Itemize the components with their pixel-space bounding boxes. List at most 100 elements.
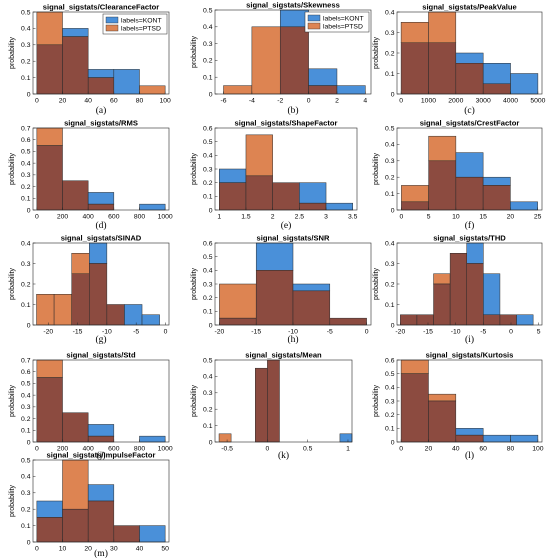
bar-kont <box>139 525 166 543</box>
legend-swatch-kont <box>105 16 119 24</box>
panel-title: signal_sigstats/Kurtosis <box>426 351 514 360</box>
bar-ptsd <box>401 185 429 203</box>
panel-8: 0 0.1 0.2 0.3 0.4 0.5 0.6 -20 -15 -10 -5 0 signal_si… <box>191 234 372 345</box>
x-tick-label: 2000 <box>448 98 463 105</box>
y-tick-label: 0 <box>391 91 395 98</box>
y-axis-label: probability <box>9 485 16 517</box>
y-tick-label: 0.3 <box>21 42 31 49</box>
x-tick-label: 50 <box>161 546 169 553</box>
x-tick-label: 0 <box>35 546 39 553</box>
x-tick-label: 3 <box>324 214 328 221</box>
axes-box <box>32 459 170 543</box>
y-tick-label: 0.5 <box>21 149 31 156</box>
y-tick-label: 0.1 <box>21 75 31 82</box>
bar-overlap <box>466 263 484 326</box>
bar-overlap <box>36 377 63 443</box>
bar-kont <box>292 283 331 292</box>
x-tick-label: -5 <box>480 329 486 336</box>
x-tick-label: 0 <box>35 446 39 453</box>
bar-kont <box>87 484 115 502</box>
bar-overlap <box>255 367 268 443</box>
bar-kont <box>89 242 108 264</box>
panel-caption: (d) <box>95 220 106 231</box>
x-tick-label: -10 <box>451 329 461 336</box>
y-tick-label: 0.5 <box>203 7 213 14</box>
x-tick-label: 600 <box>108 446 120 453</box>
x-tick-label: 1.5 <box>241 214 251 221</box>
x-tick-label: 1000 <box>158 446 173 453</box>
bar-ptsd <box>71 253 90 274</box>
x-tick-label: 0 <box>307 98 311 105</box>
x-tick-label: 15 <box>479 214 487 221</box>
y-tick-label: 0.5 <box>21 9 31 16</box>
axes-box <box>32 127 170 211</box>
x-tick-label: 400 <box>82 214 94 221</box>
x-tick-label: 400 <box>82 446 94 453</box>
x-tick-label: 5 <box>537 329 541 336</box>
panel-caption: (e) <box>281 220 292 231</box>
bar-kont <box>87 69 115 78</box>
bar-ptsd <box>36 127 63 146</box>
y-tick-label: 0.3 <box>385 30 395 37</box>
bar-kont <box>124 304 143 326</box>
y-tick-label: 0.3 <box>385 158 395 165</box>
bar-overlap <box>62 412 89 443</box>
bar-overlap <box>106 304 125 326</box>
y-tick-label: 0.2 <box>203 180 213 187</box>
y-tick-label: 0.1 <box>21 196 31 203</box>
panel-caption: (a) <box>96 105 107 116</box>
bar-overlap <box>255 270 294 326</box>
y-tick-label: 0 <box>391 439 395 446</box>
bar-overlap <box>267 359 280 443</box>
bar-overlap <box>400 42 429 95</box>
bar-overlap <box>62 180 89 211</box>
x-tick-label: -5 <box>327 329 333 336</box>
bar-kont <box>139 435 166 443</box>
bar-kont <box>510 201 538 211</box>
legend-swatch-kont <box>307 14 321 22</box>
y-tick-label: 0.4 <box>385 240 395 247</box>
x-tick-label: 10 <box>452 214 460 221</box>
panel-11: 0 0.1 0.2 0.3 0.4 0.5 -0.5 0 0.5 1 signal_sigstats… <box>191 351 353 461</box>
x-tick-label: 0 <box>164 329 168 336</box>
x-tick-label: -20 <box>43 329 53 336</box>
x-tick-label: 25 <box>534 214 542 221</box>
y-tick-label: 0.6 <box>21 369 31 376</box>
panel-10: 00.10.20.30.40.50.60.70 200 400 600 800 1000s… <box>9 351 173 462</box>
bar-kont <box>87 192 115 205</box>
panel-9: 0 0.1 0.2 0.3 0.4 -20 -15 -10 -5 0 5 signal_sigstat… <box>373 234 543 345</box>
y-tick-label: 0.1 <box>385 426 395 433</box>
bar-kont <box>339 433 353 443</box>
panel-title: signal_sigstats/ShapeFactor <box>235 119 338 128</box>
y-tick-label: 0.6 <box>203 125 213 132</box>
panel-title: signal_sigstats/ClearanceFactor <box>43 3 160 12</box>
bar-overlap <box>87 500 115 543</box>
x-tick-label: 0 <box>35 98 39 105</box>
y-tick-label: 0.2 <box>385 412 395 419</box>
x-tick-label: 20 <box>84 546 92 553</box>
x-tick-label: -10 <box>102 329 112 336</box>
bar-kont <box>325 202 353 211</box>
x-tick-label: -15 <box>251 329 261 336</box>
bar-overlap <box>292 290 331 326</box>
x-tick-label: 0 <box>399 98 403 105</box>
y-tick-label: 0.1 <box>21 428 31 435</box>
axes-box <box>214 359 353 443</box>
bar-overlap <box>308 85 338 95</box>
y-tick-label: 0.4 <box>21 474 31 481</box>
bar-overlap <box>483 314 501 326</box>
bar-overlap <box>36 145 63 211</box>
y-tick-label: 0.4 <box>21 26 31 33</box>
y-tick-label: 0.4 <box>21 392 31 399</box>
bar-ptsd <box>428 393 457 402</box>
y-tick-label: 0.5 <box>203 357 213 364</box>
panel-7: 0 0.1 0.2 0.3 0.4 -20 -15 -10 -5 0 signal_sigstats… <box>9 234 170 345</box>
y-tick-label: 0.2 <box>21 59 31 66</box>
bar-overlap <box>428 42 457 95</box>
x-tick-label: -20 <box>395 329 405 336</box>
y-tick-label: 0.1 <box>385 302 395 309</box>
x-tick-label: 5 <box>427 214 431 221</box>
panel-title: signal_sigstats/SNR <box>256 234 330 243</box>
bar-overlap <box>36 517 63 543</box>
y-tick-label: 0.3 <box>203 281 213 288</box>
